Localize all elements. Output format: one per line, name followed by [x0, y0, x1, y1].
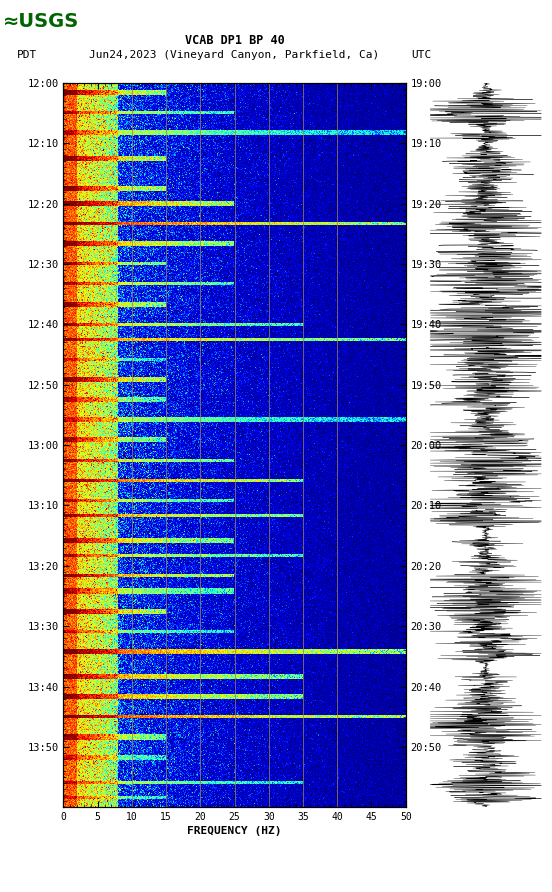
Text: VCAB DP1 BP 40: VCAB DP1 BP 40: [185, 34, 284, 46]
Text: UTC: UTC: [411, 50, 432, 61]
Text: ≈USGS: ≈USGS: [3, 12, 79, 31]
Text: Jun24,2023 (Vineyard Canyon, Parkfield, Ca): Jun24,2023 (Vineyard Canyon, Parkfield, …: [89, 50, 380, 61]
Text: PDT: PDT: [17, 50, 37, 61]
X-axis label: FREQUENCY (HZ): FREQUENCY (HZ): [187, 826, 282, 837]
